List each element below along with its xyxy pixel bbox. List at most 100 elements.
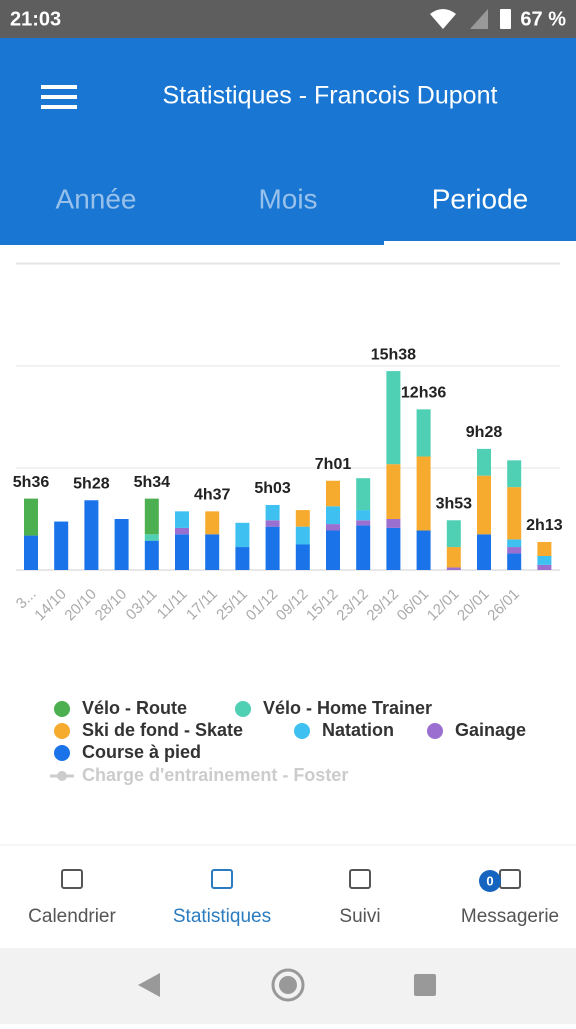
value-label: 12h36: [401, 385, 446, 402]
bar-segment: [537, 564, 552, 570]
legend-label: Charge d'entrainement - Foster: [82, 765, 348, 785]
nav-label[interactable]: Suivi: [339, 906, 380, 927]
home-dot: [279, 976, 297, 994]
nav-label[interactable]: Calendrier: [28, 906, 116, 927]
bar-segment: [356, 520, 371, 526]
value-label: 4h37: [194, 487, 231, 504]
tab[interactable]: Mois: [258, 183, 317, 214]
bar-segment: [205, 511, 220, 535]
nav-icon: [349, 869, 371, 889]
bar-segment: [477, 448, 491, 476]
bar-segment: [295, 510, 310, 527]
value-label: 9h28: [466, 424, 503, 441]
bar-segment: [175, 527, 189, 535]
bar-segment: [386, 527, 401, 570]
legend-swatch: [54, 723, 70, 739]
bar-segment: [205, 534, 220, 570]
bar-segment: [175, 511, 189, 528]
value-label: 3h53: [436, 495, 473, 512]
bar-segment: [326, 480, 340, 507]
value-label: 5h36: [13, 474, 50, 491]
bar-segment: [356, 525, 371, 570]
nav-label[interactable]: Messagerie: [461, 906, 559, 927]
tab[interactable]: Periode: [432, 183, 529, 214]
tab-indicator: [384, 241, 576, 245]
legend-label: Course à pied: [82, 742, 201, 762]
bar-segment: [326, 530, 340, 570]
value-label: 7h01: [315, 456, 352, 473]
legend-label: Natation: [322, 720, 394, 740]
bar-segment: [446, 547, 461, 568]
status-time: 21:03: [10, 8, 61, 30]
back-button[interactable]: [138, 973, 160, 997]
legend-swatch: [54, 745, 70, 761]
bar-segment: [416, 409, 431, 457]
bar-segment: [84, 500, 99, 570]
value-label: 2h13: [526, 517, 563, 534]
menu-line: [41, 85, 77, 89]
bar-segment: [326, 506, 340, 525]
legend-label: Ski de fond - Skate: [82, 720, 243, 740]
legend-swatch: [54, 701, 70, 717]
bar-segment: [175, 534, 189, 570]
bar-segment: [265, 504, 280, 521]
signal-icon: [470, 9, 488, 29]
nav-icon: [211, 869, 233, 889]
bar-segment: [24, 535, 38, 570]
bar-segment: [477, 475, 491, 535]
bar-segment: [356, 510, 371, 521]
bottom-nav: [0, 845, 576, 948]
status-bar: [0, 0, 576, 38]
bar-segment: [507, 487, 522, 540]
badge: [479, 870, 501, 892]
bar-segment: [295, 526, 310, 545]
bar-segment: [356, 478, 371, 511]
legend-label: Vélo - Route: [82, 698, 187, 718]
menu-line: [41, 105, 77, 109]
home-button[interactable]: [271, 968, 305, 1002]
app-title: Statistiques - Francois Dupont: [163, 82, 498, 110]
nav-label[interactable]: Statistiques: [173, 906, 271, 927]
bar-segment: [446, 520, 461, 548]
badge-count: 0: [486, 873, 493, 888]
app-bar: [0, 38, 576, 245]
bar-segment: [54, 521, 69, 570]
bar-segment: [144, 498, 159, 535]
bar-segment: [507, 553, 522, 570]
bar-segment: [386, 519, 401, 528]
menu-line: [41, 95, 77, 99]
recents-button[interactable]: [414, 974, 436, 996]
bar-segment: [446, 567, 461, 570]
wifi-icon: [430, 9, 456, 29]
menu-button[interactable]: [41, 85, 77, 109]
bar-segment: [144, 534, 159, 541]
bar-segment: [537, 555, 552, 565]
bar-segment: [235, 522, 250, 548]
nav-icon: [61, 869, 83, 889]
legend-swatch: [427, 723, 443, 739]
legend-label: Gainage: [455, 720, 526, 740]
bar-segment: [507, 460, 522, 488]
value-label: 5h34: [134, 474, 171, 491]
bar-segment: [326, 524, 340, 531]
bar-segment: [295, 544, 310, 570]
legend-label: Vélo - Home Trainer: [263, 698, 432, 718]
tab[interactable]: Année: [56, 183, 137, 214]
bar-segment: [265, 526, 280, 570]
bar-segment: [507, 547, 522, 554]
value-label: 5h03: [254, 480, 291, 497]
bar-segment: [537, 541, 552, 556]
bar-segment: [235, 547, 250, 570]
legend-swatch: [294, 723, 310, 739]
value-label: 15h38: [371, 346, 416, 363]
value-label: 5h28: [73, 475, 110, 492]
status-battery: 67 %: [520, 8, 566, 30]
legend-swatch: [235, 701, 251, 717]
bar-segment: [265, 520, 280, 527]
bar-segment: [386, 371, 401, 465]
bar-segment: [386, 464, 401, 519]
bar-segment: [507, 539, 522, 548]
bar-segment: [144, 540, 159, 570]
bar-segment: [416, 530, 431, 570]
